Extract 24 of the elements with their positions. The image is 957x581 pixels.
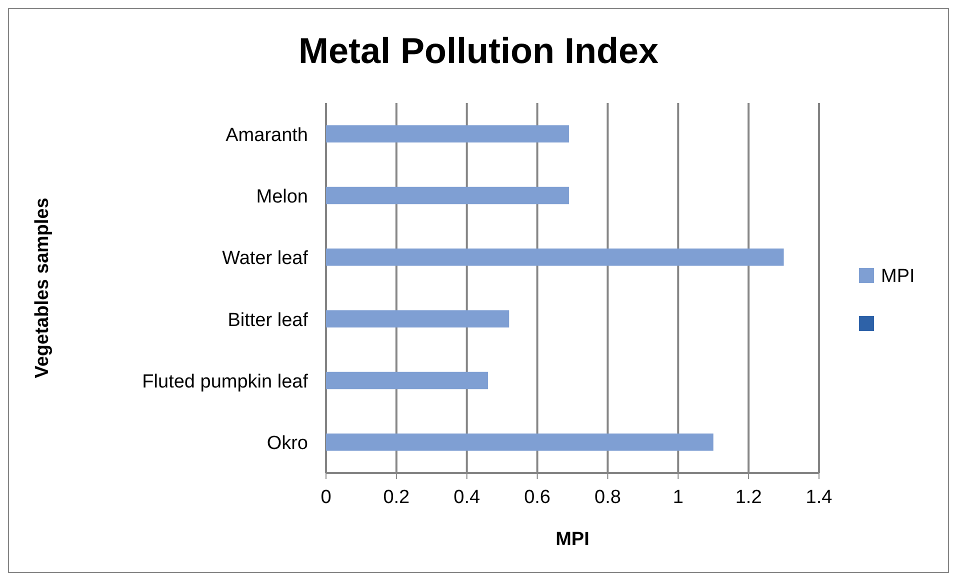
x-axis-title: MPI	[556, 529, 590, 550]
y-axis-title: Vegetables samples	[32, 198, 53, 378]
bar	[326, 186, 569, 204]
chart-title: Metal Pollution Index	[298, 30, 659, 71]
bar	[326, 310, 510, 328]
bar	[326, 434, 714, 451]
x-tick-label: 0.4	[454, 487, 480, 508]
y-tick-label: Melon	[256, 186, 308, 208]
x-tick-label: 1	[672, 487, 684, 508]
y-tick-label: Fluted pumpkin leaf	[142, 372, 309, 392]
y-tick-label: Water leaf	[222, 248, 309, 270]
y-tick-label: Bitter leaf	[228, 310, 309, 331]
legend-label: MPI	[881, 266, 915, 287]
bar	[326, 125, 569, 142]
x-tick-label: 1.2	[735, 487, 762, 508]
x-tick-label: 0	[320, 487, 332, 508]
x-tick-label: 0.2	[383, 487, 410, 508]
bar	[326, 372, 488, 390]
x-tick-label: 0.6	[524, 487, 550, 508]
y-tick-label: Okro	[266, 433, 308, 454]
x-tick-label: 0.8	[594, 487, 621, 508]
x-tick-label: 1.4	[806, 487, 833, 508]
bar	[326, 248, 784, 266]
y-tick-label: Amaranth	[226, 124, 308, 146]
